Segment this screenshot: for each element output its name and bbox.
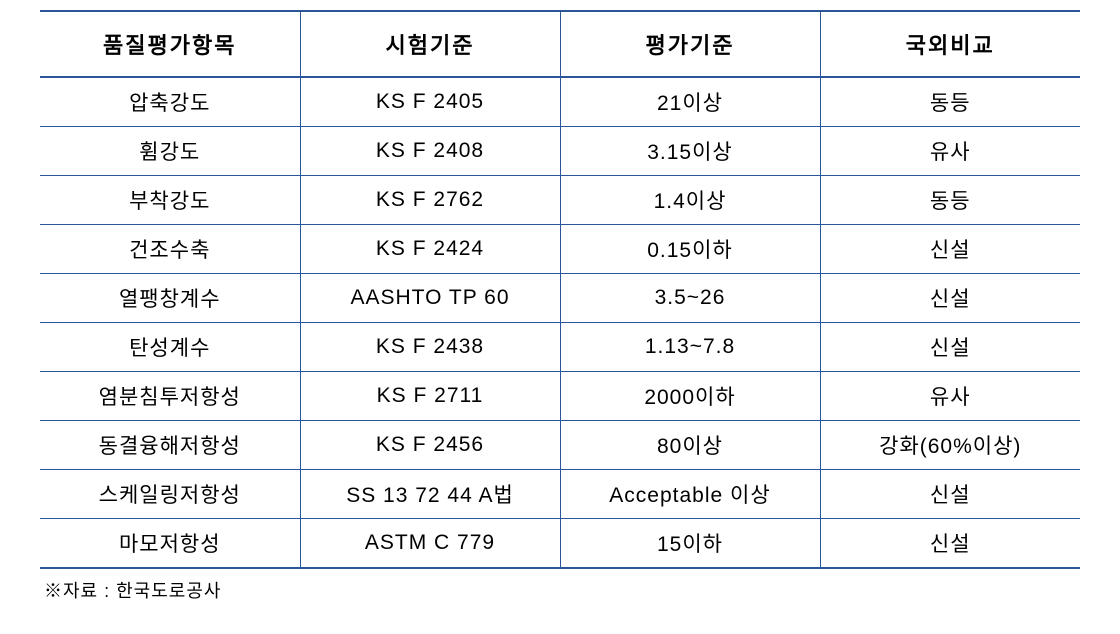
cell-overseas-comparison: 동등 — [820, 176, 1080, 225]
cell-evaluation-standard: 0.15이하 — [560, 225, 820, 274]
table-row: 탄성계수 KS F 2438 1.13~7.8 신설 — [40, 323, 1080, 372]
table-row: 열팽창계수 AASHTO TP 60 3.5~26 신설 — [40, 274, 1080, 323]
cell-quality-item: 건조수축 — [40, 225, 300, 274]
table-row: 압축강도 KS F 2405 21이상 동등 — [40, 77, 1080, 127]
cell-evaluation-standard: 1.4이상 — [560, 176, 820, 225]
table-row: 염분침투저항성 KS F 2711 2000이하 유사 — [40, 372, 1080, 421]
cell-test-standard: KS F 2405 — [300, 77, 560, 127]
table-header-row: 품질평가항목 시험기준 평가기준 국외비교 — [40, 11, 1080, 77]
cell-evaluation-standard: 2000이하 — [560, 372, 820, 421]
column-header-test-standard: 시험기준 — [300, 11, 560, 77]
table-row: 마모저항성 ASTM C 779 15이하 신설 — [40, 519, 1080, 569]
cell-test-standard: KS F 2711 — [300, 372, 560, 421]
cell-overseas-comparison: 신설 — [820, 470, 1080, 519]
cell-overseas-comparison: 신설 — [820, 323, 1080, 372]
column-header-evaluation-standard: 평가기준 — [560, 11, 820, 77]
cell-test-standard: KS F 2424 — [300, 225, 560, 274]
table-footnote: ※자료 : 한국도로공사 — [40, 569, 1080, 611]
cell-overseas-comparison: 신설 — [820, 274, 1080, 323]
cell-quality-item: 부착강도 — [40, 176, 300, 225]
column-header-quality-item: 품질평가항목 — [40, 11, 300, 77]
table-row: 동결융해저항성 KS F 2456 80이상 강화(60%이상) — [40, 421, 1080, 470]
cell-quality-item: 휨강도 — [40, 127, 300, 176]
cell-test-standard: SS 13 72 44 A법 — [300, 470, 560, 519]
cell-evaluation-standard: Acceptable 이상 — [560, 470, 820, 519]
table-body: 압축강도 KS F 2405 21이상 동등 휨강도 KS F 2408 3.1… — [40, 77, 1080, 568]
table-row: 휨강도 KS F 2408 3.15이상 유사 — [40, 127, 1080, 176]
table-row: 스케일링저항성 SS 13 72 44 A법 Acceptable 이상 신설 — [40, 470, 1080, 519]
cell-overseas-comparison: 강화(60%이상) — [820, 421, 1080, 470]
cell-quality-item: 압축강도 — [40, 77, 300, 127]
cell-test-standard: AASHTO TP 60 — [300, 274, 560, 323]
cell-evaluation-standard: 80이상 — [560, 421, 820, 470]
cell-overseas-comparison: 신설 — [820, 225, 1080, 274]
standards-table-container: 품질평가항목 시험기준 평가기준 국외비교 압축강도 KS F 2405 21이… — [40, 10, 1080, 611]
cell-quality-item: 탄성계수 — [40, 323, 300, 372]
cell-overseas-comparison: 유사 — [820, 127, 1080, 176]
cell-evaluation-standard: 1.13~7.8 — [560, 323, 820, 372]
cell-test-standard: KS F 2456 — [300, 421, 560, 470]
cell-test-standard: KS F 2762 — [300, 176, 560, 225]
cell-overseas-comparison: 유사 — [820, 372, 1080, 421]
cell-evaluation-standard: 3.5~26 — [560, 274, 820, 323]
cell-quality-item: 마모저항성 — [40, 519, 300, 569]
table-row: 부착강도 KS F 2762 1.4이상 동등 — [40, 176, 1080, 225]
cell-quality-item: 스케일링저항성 — [40, 470, 300, 519]
cell-overseas-comparison: 동등 — [820, 77, 1080, 127]
table-row: 건조수축 KS F 2424 0.15이하 신설 — [40, 225, 1080, 274]
cell-test-standard: ASTM C 779 — [300, 519, 560, 569]
cell-evaluation-standard: 3.15이상 — [560, 127, 820, 176]
cell-test-standard: KS F 2408 — [300, 127, 560, 176]
cell-quality-item: 염분침투저항성 — [40, 372, 300, 421]
column-header-overseas-comparison: 국외비교 — [820, 11, 1080, 77]
cell-quality-item: 열팽창계수 — [40, 274, 300, 323]
cell-quality-item: 동결융해저항성 — [40, 421, 300, 470]
cell-evaluation-standard: 21이상 — [560, 77, 820, 127]
cell-evaluation-standard: 15이하 — [560, 519, 820, 569]
cell-overseas-comparison: 신설 — [820, 519, 1080, 569]
cell-test-standard: KS F 2438 — [300, 323, 560, 372]
standards-table: 품질평가항목 시험기준 평가기준 국외비교 압축강도 KS F 2405 21이… — [40, 10, 1080, 569]
